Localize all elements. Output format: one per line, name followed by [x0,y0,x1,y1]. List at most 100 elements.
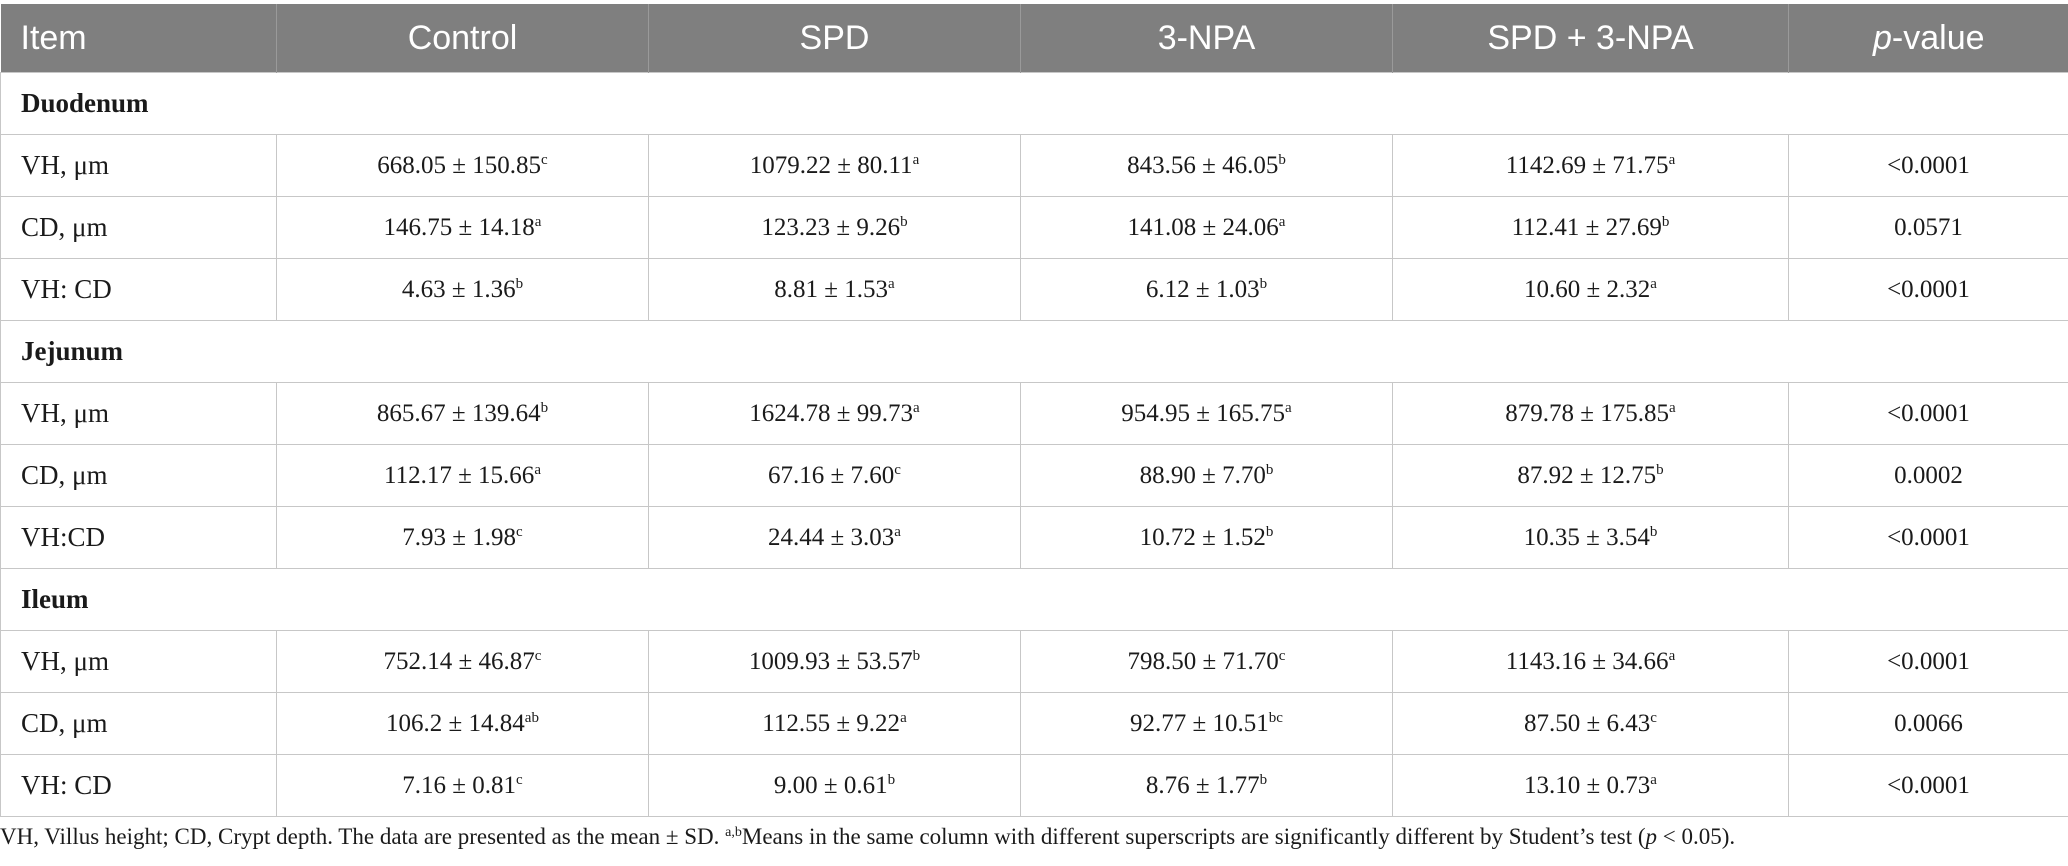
cell-superscript: b [1656,461,1664,478]
cell-value: 87.92 ± 12.75 [1517,461,1657,489]
cell-spd: 1624.78 ± 99.73a [648,382,1021,445]
cell-control: 752.14 ± 46.87c [276,630,649,693]
cell-p-value: <0.0001 [1788,506,2068,569]
row-item-label: VH, μm [0,630,277,693]
cell-value: 8.76 ± 1.77 [1145,771,1260,799]
cell-superscript: b [1649,523,1658,540]
cell-p-value: <0.0001 [1788,630,2068,693]
footnote-part3: < 0.05). [1657,824,1736,849]
cell-value: 954.95 ± 165.75 [1121,399,1286,427]
cell-p-value: 0.0066 [1788,692,2068,755]
cell-p-value: <0.0001 [1788,134,2068,197]
cell-3npa: 92.77 ± 10.51bc [1020,692,1393,755]
cell-value: 106.2 ± 14.84 [386,709,525,737]
cell-value: 798.50 ± 71.70 [1127,647,1279,675]
header-3npa: 3-NPA [1020,4,1393,73]
cell-superscript: a [1278,213,1286,230]
cell-control: 7.93 ± 1.98c [276,506,649,569]
cell-superscript: b [515,275,524,292]
header-item: Item [0,4,277,73]
section-title: Jejunum [0,320,2068,383]
section-title: Ileum [0,568,2068,631]
cell-spd-3npa: 10.60 ± 2.32a [1392,258,1789,321]
cell-value: 123.23 ± 9.26 [761,213,901,241]
cell-value: 1142.69 ± 71.75 [1505,151,1669,179]
section-title: Duodenum [0,72,2068,135]
header-spd-3npa: SPD + 3-NPA [1392,4,1789,73]
cell-3npa: 10.72 ± 1.52b [1020,506,1393,569]
cell-3npa: 6.12 ± 1.03b [1020,258,1393,321]
cell-superscript: a [913,399,920,416]
cell-superscript: a [534,461,541,478]
cell-control: 668.05 ± 150.85c [276,134,649,197]
table-row: VH: CD 7.16 ± 0.81c 9.00 ± 0.61b 8.76 ± 1.7… [0,754,2068,817]
cell-superscript: b [1278,151,1286,168]
cell-value: 87.50 ± 6.43 [1524,709,1651,737]
cell-superscript: a [1650,771,1657,788]
results-table: Item Control SPD 3-NPA SPD + 3-NPA p-val… [0,4,2068,817]
cell-spd: 1079.22 ± 80.11a [648,134,1021,197]
cell-superscript: c [1650,709,1657,726]
table-row: CD, μm 146.75 ± 14.18a 123.23 ± 9.26b 141.0… [0,196,2068,259]
cell-superscript: b [912,647,921,664]
cell-control: 865.67 ± 139.64b [276,382,649,445]
cell-value: 24.44 ± 3.03 [768,523,895,551]
cell-value: 10.35 ± 3.54 [1523,523,1650,551]
section-row: Ileum [0,568,2068,631]
cell-value: 1079.22 ± 80.11 [749,151,913,179]
table-row: VH, μm 865.67 ± 139.64b 1624.78 ± 99.73a 95… [0,382,2068,445]
cell-superscript: a [912,151,920,168]
cell-spd: 8.81 ± 1.53a [648,258,1021,321]
footnote-p-italic: p [1645,824,1658,849]
cell-value: 112.17 ± 15.66 [384,461,535,489]
cell-spd-3npa: 87.50 ± 6.43c [1392,692,1789,755]
cell-superscript: a [1668,647,1676,664]
cell-value: 668.05 ± 150.85 [377,151,542,179]
row-item-label: VH:CD [0,506,277,569]
cell-3npa: 843.56 ± 46.05b [1020,134,1393,197]
cell-value: 9.00 ± 0.61 [773,771,888,799]
cell-superscript: a [1650,275,1657,292]
cell-spd-3npa: 112.41 ± 27.69b [1392,196,1789,259]
cell-superscript: a [1285,399,1292,416]
cell-value: 141.08 ± 24.06 [1127,213,1279,241]
cell-control: 146.75 ± 14.18a [276,196,649,259]
cell-value: 92.77 ± 10.51 [1130,709,1269,737]
cell-value: 112.55 ± 9.22 [762,709,901,737]
cell-control: 7.16 ± 0.81c [276,754,649,817]
cell-superscript: c [516,771,523,788]
cell-superscript: b [540,399,549,416]
cell-p-value: <0.0001 [1788,258,2068,321]
cell-spd-3npa: 10.35 ± 3.54b [1392,506,1789,569]
cell-spd: 24.44 ± 3.03a [648,506,1021,569]
cell-value: 843.56 ± 46.05 [1127,151,1279,179]
cell-spd-3npa: 13.10 ± 0.73a [1392,754,1789,817]
row-item-label: VH: CD [0,258,277,321]
cell-superscript: b [1661,213,1670,230]
cell-superscript: a [534,213,542,230]
row-item-label: VH: CD [0,754,277,817]
cell-superscript: c [534,647,542,664]
cell-superscript: b [1265,461,1274,478]
header-row: Item Control SPD 3-NPA SPD + 3-NPA p-val… [0,4,2068,73]
cell-superscript: b [887,771,896,788]
cell-3npa: 88.90 ± 7.70b [1020,444,1393,507]
section-row: Duodenum [0,72,2068,135]
cell-superscript: c [894,461,901,478]
cell-superscript: b [900,213,908,230]
table-row: VH, μm 668.05 ± 150.85c 1079.22 ± 80.11a 84… [0,134,2068,197]
cell-value: 1009.93 ± 53.57 [748,647,913,675]
footnote-superscript: a,b [725,825,742,840]
cell-superscript: a [900,709,907,726]
cell-spd-3npa: 879.78 ± 175.85a [1392,382,1789,445]
table-row: CD, μm 106.2 ± 14.84ab 112.55 ± 9.22a 92.77… [0,692,2068,755]
cell-3npa: 954.95 ± 165.75a [1020,382,1393,445]
cell-3npa: 141.08 ± 24.06a [1020,196,1393,259]
cell-spd: 123.23 ± 9.26b [648,196,1021,259]
cell-p-value: 0.0571 [1788,196,2068,259]
cell-control: 4.63 ± 1.36b [276,258,649,321]
cell-p-value: <0.0001 [1788,382,2068,445]
cell-superscript: ab [524,709,539,726]
cell-value: 8.81 ± 1.53 [774,275,889,303]
cell-value: 7.16 ± 0.81 [402,771,517,799]
